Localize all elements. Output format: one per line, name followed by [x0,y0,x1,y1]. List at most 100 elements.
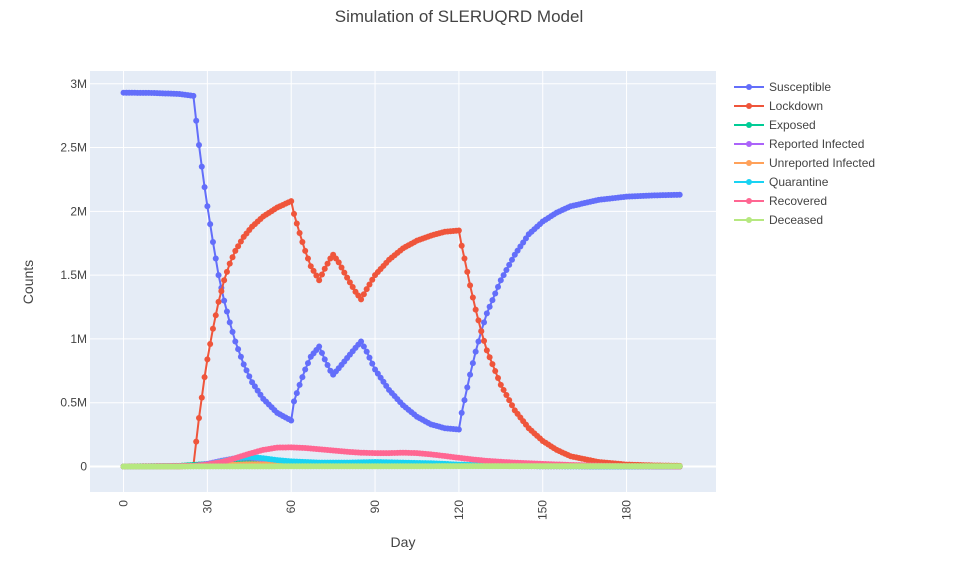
data-point-lockdown [204,356,211,363]
legend-item-susceptible[interactable]: Susceptible [734,80,831,94]
data-point-susceptible [235,346,242,353]
data-point-susceptible [195,141,202,148]
data-point-lockdown [478,328,485,335]
data-point-susceptible [226,319,233,326]
legend-label: Quarantine [769,175,829,189]
data-point-susceptible [209,238,216,245]
y-tick-label: 3M [70,77,87,91]
data-point-susceptible [299,374,306,381]
y-tick-label: 1M [70,332,87,346]
data-point-susceptible [489,297,496,304]
data-point-lockdown [338,264,345,271]
legend-label: Susceptible [769,80,831,94]
series-layer [120,89,683,470]
data-point-lockdown [293,220,300,227]
data-point-lockdown [369,276,376,283]
data-point-lockdown [321,265,328,272]
data-point-lockdown [346,279,353,286]
data-point-lockdown [201,374,208,381]
legend-marker [746,179,752,185]
legend-item-quarantine[interactable]: Quarantine [734,175,829,189]
legend-label: Recovered [769,194,827,208]
legend-label: Deceased [769,213,823,227]
data-point-susceptible [316,343,323,350]
legend-label: Exposed [769,118,816,132]
data-point-lockdown [226,260,233,267]
data-point-susceptible [363,348,370,355]
data-point-lockdown [218,288,225,295]
data-point-lockdown [304,255,311,262]
data-point-lockdown [341,269,348,276]
data-point-susceptible [458,409,465,416]
data-point-lockdown [221,277,228,284]
chart-title: Simulation of SLERUQRD Model [335,7,583,26]
data-point-susceptible [193,117,200,124]
data-point-lockdown [363,286,370,293]
data-point-susceptible [467,371,474,378]
data-point-lockdown [237,238,244,245]
data-point-lockdown [299,238,306,245]
y-tick-label: 2.5M [60,141,87,155]
data-point-lockdown [481,337,488,344]
data-point-lockdown [500,386,507,393]
data-point-lockdown [296,230,303,237]
data-point-susceptible [232,338,239,345]
data-point-susceptible [455,426,462,433]
data-point-lockdown [193,438,200,445]
legend-item-recovered[interactable]: Recovered [734,194,827,208]
legend-item-unreported-infected[interactable]: Unreported Infected [734,156,875,170]
y-tick-label: 0 [80,459,87,473]
data-point-susceptible [369,360,376,367]
legend-marker [746,141,752,147]
data-point-lockdown [475,317,482,324]
data-point-susceptible [198,163,205,170]
data-point-susceptible [288,417,295,424]
data-point-lockdown [307,263,314,270]
data-point-susceptible [321,356,328,363]
data-point-lockdown [358,296,365,303]
data-point-susceptible [201,184,208,191]
data-point-susceptible [492,290,499,297]
data-point-susceptible [243,367,250,374]
data-point-lockdown [469,294,476,301]
legend-item-reported-infected[interactable]: Reported Infected [734,137,864,151]
data-point-susceptible [508,256,515,263]
data-point-susceptible [318,349,325,356]
legend-item-exposed[interactable]: Exposed [734,118,816,132]
data-point-lockdown [455,227,462,234]
data-point-susceptible [324,362,331,369]
data-point-lockdown [461,255,468,262]
x-tick-label: 30 [200,500,214,514]
y-axis-title: Counts [20,260,36,304]
x-tick-labels: 0 30 60 90 120 150 180 [117,500,634,520]
data-point-susceptible [464,384,471,391]
data-point-susceptible [366,354,373,361]
data-point-susceptible [221,297,228,304]
data-point-lockdown [291,210,298,217]
data-point-lockdown [302,247,309,254]
legend-item-deceased[interactable]: Deceased [734,213,823,227]
data-point-susceptible [223,308,230,315]
series-susceptible [120,89,683,433]
x-tick-label: 180 [620,500,634,520]
legend-label: Reported Infected [769,137,864,151]
data-point-lockdown [458,242,465,249]
x-tick-label: 150 [536,500,550,520]
legend-marker [746,103,752,109]
data-point-lockdown [483,347,490,354]
data-point-susceptible [481,319,488,326]
legend-marker [746,122,752,128]
data-point-susceptible [293,390,300,397]
data-point-lockdown [366,281,373,288]
data-point-susceptible [204,203,211,210]
data-point-susceptible [486,303,493,310]
data-point-susceptible [495,283,502,290]
plot-area [90,71,716,492]
data-point-lockdown [335,259,342,266]
data-point-susceptible [291,398,298,405]
data-point-susceptible [229,328,236,335]
legend-item-lockdown[interactable]: Lockdown [734,99,823,113]
legend-marker [746,198,752,204]
